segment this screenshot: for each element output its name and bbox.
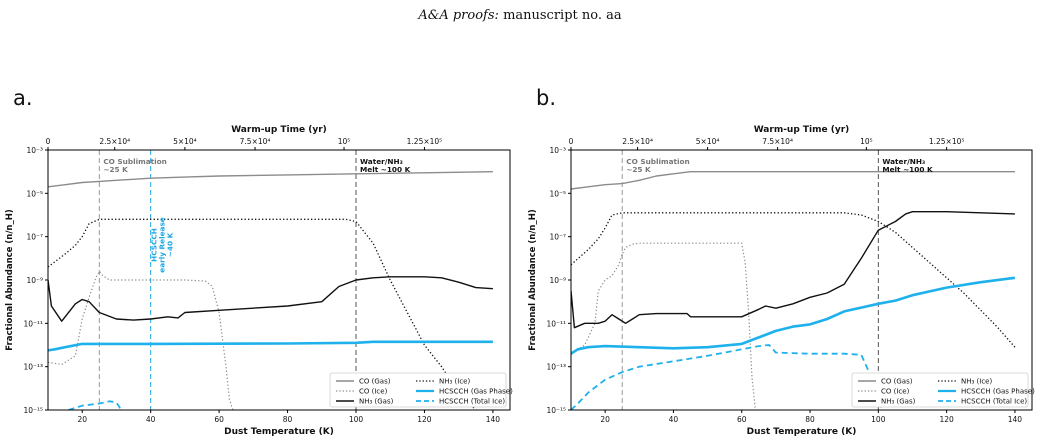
x-tick-label-80: 80 (805, 415, 815, 424)
legend-label-hcscch-gas-phase: HCSCCH (Gas Phase) (439, 388, 513, 396)
y-tick-label-0: 10⁻¹⁵ (23, 406, 43, 415)
x-tick-label-140: 140 (486, 415, 501, 424)
y-tick-label-1: 10⁻¹³ (23, 363, 43, 372)
x-tick-label-100: 100 (871, 415, 886, 424)
x-tick-label-120: 120 (939, 415, 954, 424)
legend-label-hcscch-total-ice: HCSCCH (Total Ice) (439, 398, 505, 406)
legend-label-nh-gas: NH₃ (Gas) (359, 398, 394, 406)
series-line-co-gas (571, 171, 1015, 190)
series-line-hcscch-total-ice (68, 400, 124, 410)
annotation-line-25k-1: ~25 K (626, 165, 651, 174)
y-tick-label-5: 10⁻⁵ (549, 189, 566, 198)
x-tick-label-40: 40 (669, 415, 679, 424)
y-tick-label-2: 10⁻¹¹ (546, 319, 566, 328)
series-line-co-gas (48, 171, 493, 188)
top-axis-label: Warm-up Time (yr) (754, 125, 850, 135)
annotation-line-40k-2: ~40 K (166, 232, 175, 257)
legend-label-co-ice: CO (Ice) (359, 388, 388, 396)
y-tick-label-3: 10⁻⁹ (26, 276, 43, 285)
series-line-co-ice (571, 242, 756, 410)
top-tick-label-3: 7.5×10⁴ (240, 137, 271, 146)
top-tick-label-0: 0 (569, 137, 574, 146)
x-tick-label-60: 60 (737, 415, 747, 424)
series-line-nh-ice (571, 212, 1016, 348)
annotation-line-100k-1: Melt ~100 K (882, 165, 933, 174)
top-tick-label-2: 5×10⁴ (696, 137, 720, 146)
page-header: A&A proofs: manuscript no. aa (0, 8, 1040, 23)
rotated-annotation-40k: HCSCCH early Release ~40 K (150, 217, 175, 273)
annotation-line-100k-0: Water/NH₃ (882, 157, 925, 166)
legend-label-hcscch-total-ice: HCSCCH (Total Ice) (961, 398, 1027, 406)
annotation-line-25k-1: ~25 K (103, 165, 128, 174)
y-tick-label-1: 10⁻¹³ (546, 363, 566, 372)
legend-label-co-gas: CO (Gas) (359, 378, 391, 386)
series-line-nh-gas (571, 211, 1015, 329)
plot-frame (570, 149, 1033, 411)
journal-label: A&A proofs: (418, 8, 499, 23)
x-tick-label-20: 20 (77, 415, 87, 424)
series-line-hcscch-total-ice (571, 344, 883, 410)
series-line-nh-ice (48, 218, 477, 410)
annotation-line-25k-0: CO Sublimation (103, 157, 167, 166)
legend-label-nh-gas: NH₃ (Gas) (881, 398, 916, 406)
annotation-line-40k-1: early Release (158, 217, 167, 273)
x-tick-label-140: 140 (1008, 415, 1023, 424)
top-tick-label-5: 1.25×10⁵ (407, 137, 443, 146)
y-tick-label-6: 10⁻³ (549, 146, 566, 155)
panel-label-b: b. (536, 86, 557, 110)
y-tick-label-5: 10⁻⁵ (26, 189, 43, 198)
annotation-line-40k-0: HCSCCH (150, 228, 159, 262)
y-axis-label: Fractional Abundance (n/n_H) (5, 209, 15, 351)
y-tick-label-2: 10⁻¹¹ (23, 319, 43, 328)
annotation-line-100k-1: Melt ~100 K (360, 165, 411, 174)
annotation-line-100k-0: Water/NH₃ (360, 157, 403, 166)
top-tick-label-4: 10⁵ (860, 137, 873, 146)
y-tick-label-4: 10⁻⁷ (549, 233, 566, 242)
legend-label-hcscch-gas-phase: HCSCCH (Gas Phase) (961, 388, 1035, 396)
top-tick-label-2: 5×10⁴ (173, 137, 197, 146)
legend-label-co-gas: CO (Gas) (881, 378, 913, 386)
y-tick-label-3: 10⁻⁹ (549, 276, 566, 285)
x-tick-label-20: 20 (600, 415, 610, 424)
top-tick-label-5: 1.25×10⁵ (929, 137, 965, 146)
top-tick-label-1: 2.5×10⁴ (622, 137, 653, 146)
y-axis-label: Fractional Abundance (n/n_H) (528, 209, 538, 351)
annotation-line-25k-0: CO Sublimation (626, 157, 690, 166)
x-tick-label-60: 60 (214, 415, 224, 424)
y-tick-label-0: 10⁻¹⁵ (546, 406, 566, 415)
top-tick-label-4: 10⁵ (338, 137, 351, 146)
x-tick-label-40: 40 (146, 415, 156, 424)
legend-label-co-ice: CO (Ice) (881, 388, 910, 396)
manuscript-label: manuscript no. aa (503, 8, 622, 23)
panel-label-a: a. (13, 86, 33, 110)
chart-panel-a: 20 40 60 80 100 120 140 Dust Temperature (K) 0 2.… (5, 125, 513, 437)
series-line-hcscch-gas-phase (571, 276, 1016, 355)
top-tick-label-1: 2.5×10⁴ (99, 137, 130, 146)
top-axis-label: Warm-up Time (yr) (231, 125, 327, 135)
x-tick-label-120: 120 (417, 415, 432, 424)
y-tick-label-4: 10⁻⁷ (26, 233, 43, 242)
x-tick-label-80: 80 (283, 415, 293, 424)
series-line-nh-gas (48, 276, 493, 322)
x-axis-label: Dust Temperature (K) (747, 427, 857, 437)
legend-label-nh-ice: NH₃ (Ice) (439, 378, 470, 386)
legend-label-nh-ice: NH₃ (Ice) (961, 378, 992, 386)
y-tick-label-6: 10⁻³ (26, 146, 43, 155)
x-tick-label-100: 100 (349, 415, 364, 424)
x-axis-label: Dust Temperature (K) (224, 427, 334, 437)
top-tick-label-3: 7.5×10⁴ (762, 137, 793, 146)
top-tick-label-0: 0 (46, 137, 51, 146)
series-line-hcscch-gas-phase (48, 340, 493, 352)
